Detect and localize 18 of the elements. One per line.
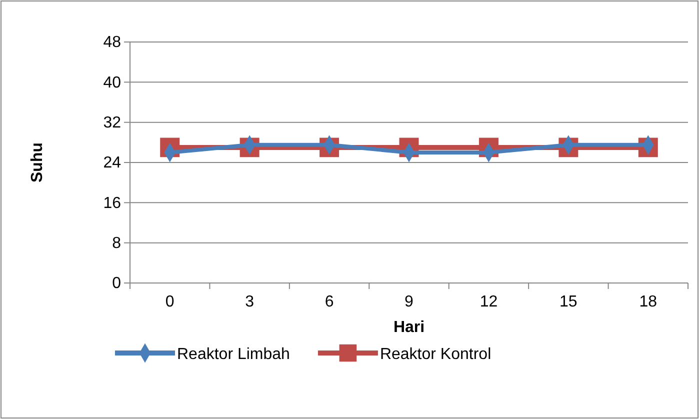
x-tick-label: 18 [639, 293, 658, 310]
legend-label: Reaktor Kontrol [380, 346, 492, 363]
y-tick-label: 24 [103, 154, 122, 172]
x-tick-label: 12 [480, 293, 498, 310]
x-axis-title: Hari [393, 319, 425, 336]
x-tick-label: 9 [404, 293, 414, 310]
x-tick-label: 6 [324, 293, 334, 310]
y-tick-label: 8 [112, 234, 122, 252]
y-axis-title: Suhu [29, 142, 46, 182]
x-tick-label: 15 [560, 293, 578, 310]
y-tick-label: 40 [103, 74, 122, 92]
y-tick-label: 32 [103, 114, 122, 132]
x-tick-label: 0 [165, 293, 174, 310]
y-tick-label: 48 [103, 34, 122, 52]
x-tick-label: 3 [245, 293, 254, 310]
y-tick-label: 0 [112, 275, 122, 292]
y-tick-label: 16 [103, 194, 122, 212]
legend-label: Reaktor Limbah [177, 346, 290, 363]
